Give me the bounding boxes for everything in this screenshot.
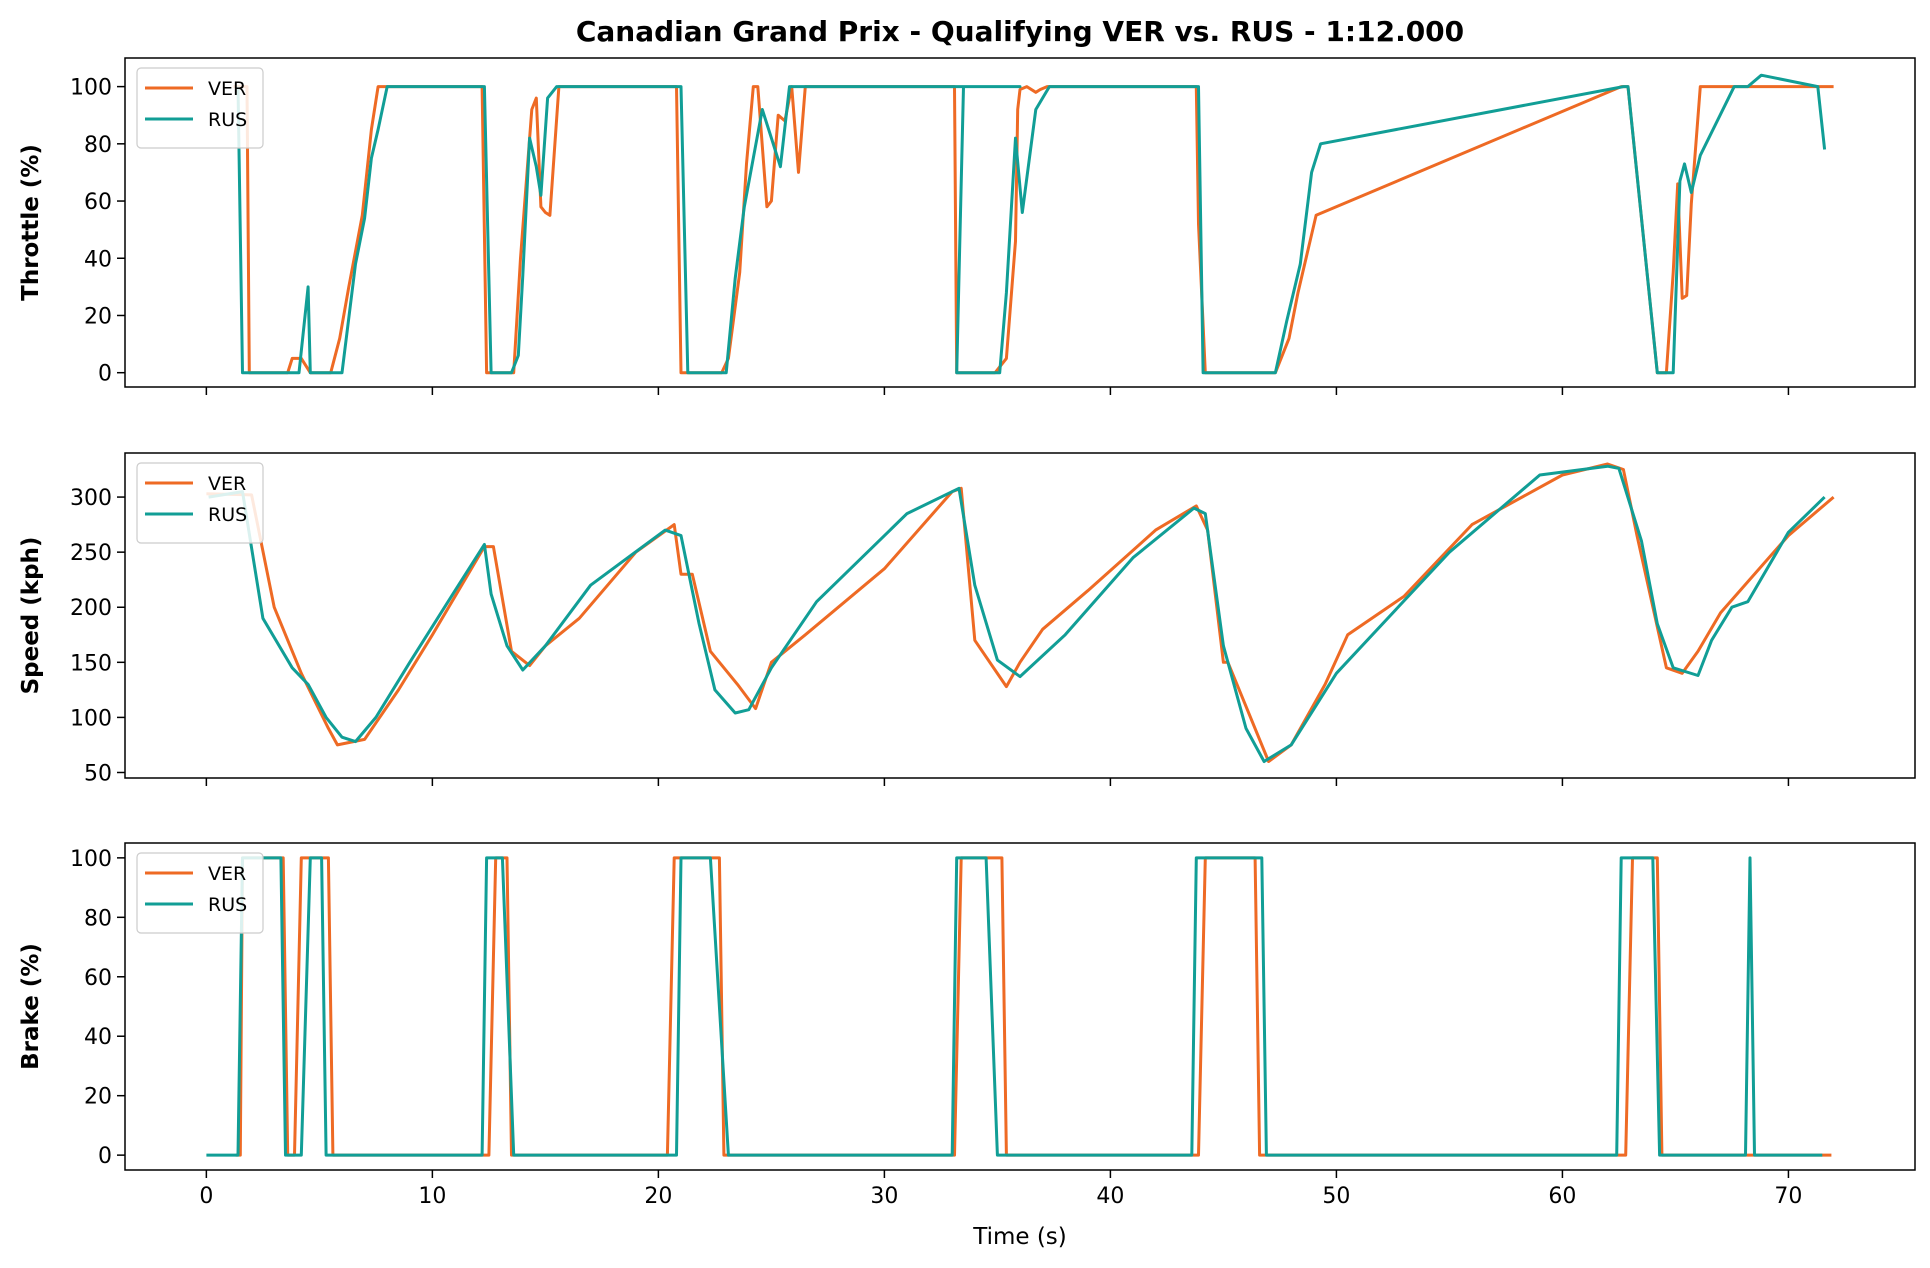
x-tick-label: 10	[418, 1184, 446, 1209]
y-tick-label: 80	[84, 133, 112, 158]
y-tick-label: 50	[84, 761, 112, 786]
series-group	[206, 856, 1832, 1157]
x-tick-label: 20	[644, 1184, 672, 1209]
chart-title: Canadian Grand Prix - Qualifying VER vs.…	[576, 15, 1464, 48]
y-tick-label: 100	[70, 76, 112, 101]
y-tick-label: 0	[98, 362, 112, 387]
panel-1: 0 20 40 60 80 100 Throttle (%) VER RUS	[18, 57, 1916, 395]
x-tick-label: 70	[1774, 1184, 1802, 1209]
y-tick-label: 100	[70, 847, 112, 872]
series-line-ver	[206, 462, 1835, 763]
y-axis-label: Speed (kph)	[18, 537, 44, 695]
y-tick-label: 100	[70, 706, 112, 731]
plot-frame	[124, 452, 1916, 779]
legend-label-ver: VER	[208, 863, 246, 885]
series-line-rus	[208, 464, 1826, 763]
y-tick-label: 40	[84, 247, 112, 272]
series-line-rus	[236, 73, 1827, 375]
y-tick-label: 60	[84, 966, 112, 991]
panel-2: 50 100 150 200 250 300 Speed (kph) VER RUS	[18, 452, 1916, 786]
panel-3: 0 20 40 60 80 100 0 10 20 30 40 50 60 70 Brake (%) VER R…	[18, 842, 1916, 1209]
legend: VER RUS	[136, 462, 264, 544]
x-tick-label: 30	[870, 1184, 898, 1209]
legend: VER RUS	[136, 67, 264, 149]
y-tick-label: 80	[84, 906, 112, 931]
y-tick-label: 20	[84, 304, 112, 329]
legend-label-rus: RUS	[208, 109, 247, 131]
series-line-ver	[233, 85, 1834, 375]
series-group	[206, 462, 1835, 763]
y-tick-label: 200	[70, 596, 112, 621]
legend-label-rus: RUS	[208, 894, 247, 916]
y-tick-label: 300	[70, 486, 112, 511]
series-line-ver	[235, 856, 1832, 1157]
y-tick-label: 40	[84, 1025, 112, 1050]
x-tick-label: 60	[1548, 1184, 1576, 1209]
y-tick-label: 250	[70, 541, 112, 566]
y-axis-label: Throttle (%)	[18, 144, 44, 301]
legend-label-ver: VER	[208, 78, 246, 100]
y-tick-label: 150	[70, 651, 112, 676]
plot-frame	[124, 57, 1916, 388]
x-axis-label: Time (s)	[972, 1224, 1067, 1250]
x-tick-label: 40	[1096, 1184, 1124, 1209]
y-axis-label: Brake (%)	[18, 943, 44, 1070]
x-tick-label: 0	[199, 1184, 213, 1209]
y-tick-label: 60	[84, 190, 112, 215]
legend-label-ver: VER	[208, 473, 246, 495]
legend-label-rus: RUS	[208, 504, 247, 526]
y-tick-label: 0	[98, 1144, 112, 1169]
y-tick-label: 20	[84, 1085, 112, 1110]
series-group	[233, 73, 1834, 375]
series-line-rus	[206, 856, 1823, 1157]
legend: VER RUS	[136, 852, 264, 934]
x-tick-label: 50	[1322, 1184, 1350, 1209]
plot-frame	[124, 842, 1916, 1171]
